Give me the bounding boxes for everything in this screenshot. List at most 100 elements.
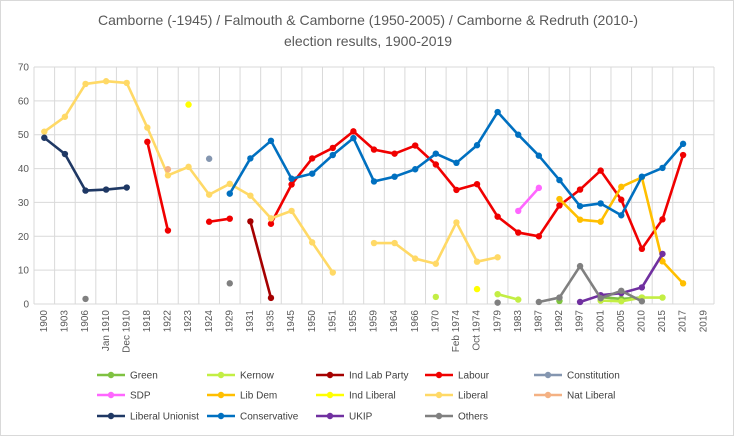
- legend-item: Ind Lab Party: [316, 371, 408, 382]
- x-tick-label: 1964: [389, 310, 400, 333]
- data-point: [123, 184, 130, 191]
- x-axis: 1900 1903 1906 Jan 1910 Dec 1910 1918 1922 1923…: [39, 310, 709, 353]
- x-tick-label: 1900: [39, 310, 50, 333]
- chart-subtitle: election results, 1900-2019: [284, 33, 452, 49]
- data-point: [494, 213, 501, 220]
- data-point: [247, 192, 254, 199]
- x-tick-label: 1966: [410, 310, 421, 333]
- data-point: [267, 294, 275, 302]
- data-point: [350, 128, 357, 135]
- data-point: [308, 239, 316, 246]
- series-labour: [144, 128, 687, 253]
- data-point: [494, 108, 501, 116]
- legend-marker: [544, 371, 552, 379]
- data-point: [432, 150, 440, 157]
- data-point: [618, 298, 625, 305]
- data-point: [164, 166, 172, 173]
- data-point: [185, 101, 192, 108]
- data-point: [638, 298, 646, 305]
- legend-label: Conservative: [240, 412, 299, 423]
- data-point: [82, 187, 89, 194]
- legend-label: Liberal: [458, 391, 488, 402]
- x-tick-label: 1906: [80, 310, 91, 333]
- data-point: [370, 239, 378, 247]
- data-point: [288, 207, 295, 215]
- legend-label: Liberal Unionist: [130, 412, 199, 423]
- legend-marker: [435, 391, 443, 399]
- legend-marker: [326, 371, 334, 379]
- series-line: [516, 186, 541, 213]
- x-tick-label: 1955: [348, 310, 359, 333]
- legend-item: Liberal: [425, 391, 488, 402]
- legend: Green Kernow Ind Lab Party Labour Constituti…: [97, 371, 620, 423]
- data-point: [556, 294, 563, 301]
- legend-item: Nat Liberal: [534, 391, 615, 402]
- x-tick-label: 1945: [286, 310, 297, 333]
- data-point: [659, 258, 666, 265]
- legend-marker: [107, 412, 115, 420]
- x-tick-label: 1997: [575, 310, 586, 333]
- legend-item: Liberal Unionist: [97, 412, 199, 423]
- y-tick-label: 20: [18, 232, 30, 243]
- data-point: [659, 216, 666, 223]
- legend-marker: [217, 412, 225, 420]
- data-point: [597, 295, 604, 302]
- data-point: [41, 134, 48, 141]
- grid-lines: [33, 66, 715, 305]
- series-line: [496, 292, 520, 301]
- data-point: [453, 219, 460, 226]
- legend-label: Kernow: [240, 371, 275, 382]
- data-point: [576, 186, 584, 193]
- y-tick-label: 60: [18, 96, 30, 107]
- x-tick-label: 1924: [204, 310, 215, 333]
- data-point: [102, 78, 110, 85]
- data-point: [267, 220, 275, 227]
- x-tick-label: 2015: [657, 310, 668, 333]
- legend-marker: [544, 391, 552, 399]
- data-point: [82, 295, 89, 303]
- data-point: [164, 227, 172, 234]
- data-point: [535, 298, 543, 306]
- series-line: [249, 220, 273, 300]
- data-point: [370, 178, 378, 185]
- legend-item: Constitution: [534, 371, 620, 382]
- legend-label: Labour: [458, 371, 490, 382]
- legend-item: Lib Dem: [207, 391, 277, 402]
- data-point: [556, 176, 563, 184]
- x-tick-label: 1923: [183, 310, 194, 333]
- legend-label: SDP: [130, 391, 151, 402]
- x-tick-label: Dec 1910: [121, 310, 132, 353]
- data-point: [267, 137, 275, 145]
- legend-item: UKIP: [316, 412, 373, 423]
- data-point: [638, 245, 646, 253]
- legend-marker: [217, 391, 225, 399]
- series-line: [537, 264, 644, 304]
- data-point: [226, 190, 233, 197]
- data-point: [308, 155, 316, 162]
- data-point: [164, 172, 172, 179]
- data-point: [556, 195, 563, 203]
- x-tick-label: 1951: [327, 310, 338, 333]
- legend-marker: [435, 371, 443, 379]
- legend-label: UKIP: [349, 412, 373, 423]
- legend-label: Lib Dem: [240, 391, 277, 402]
- data-point: [618, 287, 625, 294]
- data-point: [412, 166, 419, 173]
- data-point: [61, 113, 69, 120]
- data-point: [515, 207, 522, 215]
- data-point: [391, 239, 398, 247]
- series-sdp: [515, 184, 543, 215]
- legend-item: Conservative: [207, 412, 299, 423]
- legend-item: Others: [425, 412, 488, 423]
- x-tick-label: 1922: [163, 310, 174, 333]
- data-point: [370, 146, 378, 153]
- x-tick-label: 2017: [678, 310, 689, 333]
- x-tick-label: 1931: [245, 310, 256, 333]
- y-tick-label: 10: [18, 266, 30, 277]
- data-point: [226, 215, 233, 222]
- series-others: [82, 262, 646, 306]
- data-point: [288, 175, 295, 182]
- legend-item: Green: [97, 371, 158, 382]
- data-point: [247, 218, 254, 225]
- data-point: [329, 144, 336, 152]
